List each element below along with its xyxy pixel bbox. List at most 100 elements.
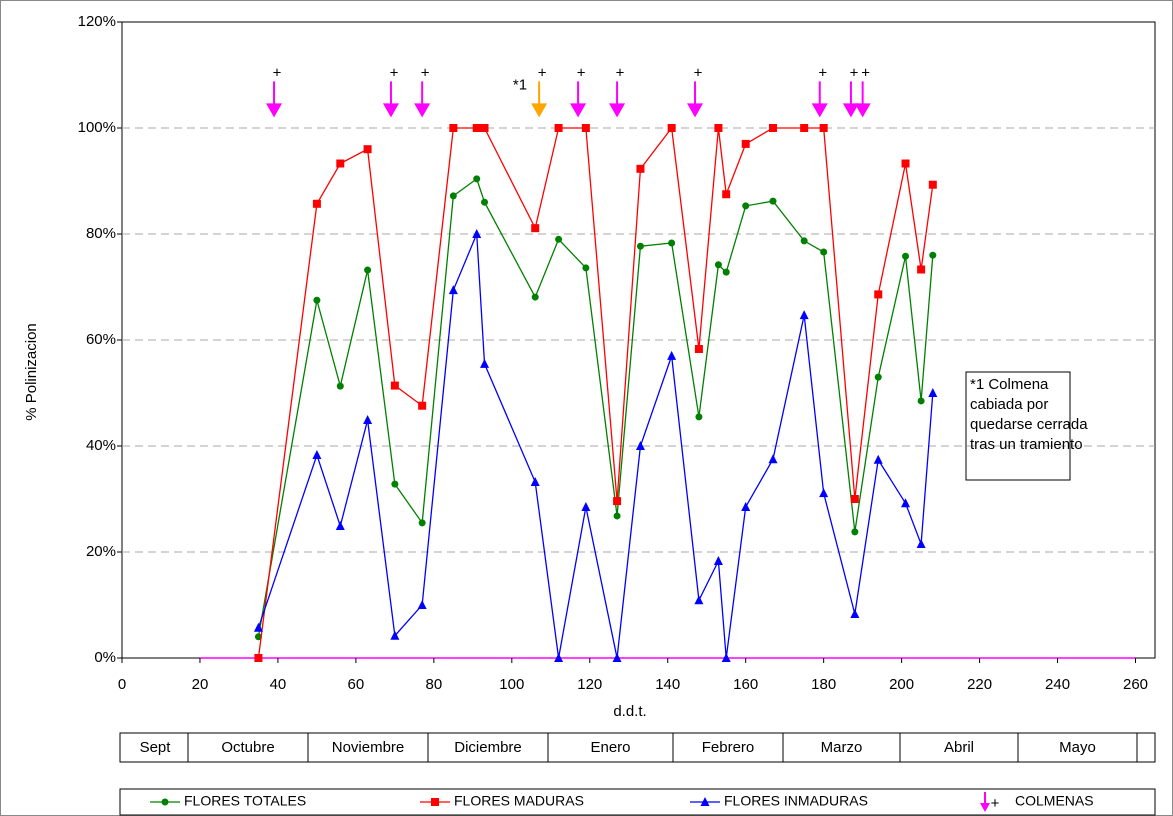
hive-arrow xyxy=(531,81,548,118)
x-tick-label: 80 xyxy=(426,676,443,693)
arrow-head xyxy=(687,103,704,118)
point xyxy=(874,373,882,381)
point xyxy=(668,239,676,247)
point xyxy=(850,495,859,503)
hive-arrow xyxy=(570,81,587,118)
hive-plus: + xyxy=(850,64,859,81)
month-label: Noviembre xyxy=(332,739,405,756)
point xyxy=(313,296,321,304)
point xyxy=(554,653,564,662)
point xyxy=(364,266,372,274)
point xyxy=(713,556,723,566)
point xyxy=(928,388,938,397)
point xyxy=(363,415,373,425)
arrow-head xyxy=(266,103,283,118)
point xyxy=(418,401,427,410)
point xyxy=(768,454,778,464)
point xyxy=(582,264,590,272)
month-label: Marzo xyxy=(821,739,863,756)
point xyxy=(694,595,704,605)
point xyxy=(254,633,262,641)
point xyxy=(417,600,427,609)
point xyxy=(902,252,910,260)
point xyxy=(472,229,482,238)
hive-arrow xyxy=(811,81,828,118)
point xyxy=(254,654,263,662)
arrow-head xyxy=(609,103,626,118)
legend-marker: + xyxy=(980,792,1000,812)
point xyxy=(851,528,859,536)
x-tick-label: 200 xyxy=(889,676,914,693)
point xyxy=(722,268,730,276)
arrow-head xyxy=(811,103,828,118)
arrow-head xyxy=(414,103,431,118)
y-tick-label: 60% xyxy=(86,331,116,348)
point xyxy=(253,622,263,632)
point xyxy=(928,180,937,189)
point xyxy=(481,198,489,206)
hive-arrow xyxy=(609,81,626,118)
point xyxy=(312,450,322,460)
point xyxy=(531,293,539,301)
point xyxy=(418,519,426,527)
point xyxy=(800,237,808,245)
point xyxy=(530,477,540,487)
point xyxy=(917,397,925,405)
note-line: quedarse cerrada xyxy=(970,416,1088,433)
point xyxy=(636,164,645,173)
hive-arrow xyxy=(687,81,704,118)
point xyxy=(336,382,344,390)
point xyxy=(312,199,321,208)
x-tick-label: 240 xyxy=(1045,676,1070,693)
hive-arrow xyxy=(382,81,399,118)
arrow-head xyxy=(980,803,990,812)
point xyxy=(612,653,622,662)
point xyxy=(799,310,809,320)
point xyxy=(873,454,883,464)
x-tick-label: 20 xyxy=(192,676,209,693)
x-tick-label: 100 xyxy=(499,676,524,693)
hive-arrow xyxy=(842,81,859,118)
point xyxy=(390,381,399,390)
month-label: Febrero xyxy=(702,739,755,756)
point xyxy=(768,124,777,132)
point xyxy=(850,609,860,619)
point xyxy=(667,350,677,360)
point xyxy=(613,512,621,520)
x-tick-label: 0 xyxy=(118,676,126,693)
arrow-head xyxy=(531,103,548,118)
x-axis-label: d.d.t. xyxy=(613,703,646,720)
legend-label: FLORES TOTALES xyxy=(184,793,306,809)
point xyxy=(335,521,345,531)
point xyxy=(391,480,399,488)
point xyxy=(929,251,937,259)
y-tick-label: 20% xyxy=(86,543,116,560)
legend xyxy=(119,788,1156,816)
hive-plus: + xyxy=(273,64,282,81)
y-tick-label: 80% xyxy=(86,225,116,242)
legend-marker xyxy=(161,798,169,806)
point xyxy=(800,124,809,132)
point xyxy=(636,242,644,250)
point xyxy=(581,501,591,511)
point xyxy=(695,413,703,421)
x-tick-label: 260 xyxy=(1123,676,1148,693)
arrow-head xyxy=(842,103,859,118)
month-label: Mayo xyxy=(1059,739,1096,756)
point xyxy=(363,145,372,154)
month-table xyxy=(119,732,1156,763)
point xyxy=(531,224,540,233)
point xyxy=(820,248,828,256)
hive-plus: + xyxy=(616,64,625,81)
point xyxy=(449,192,457,200)
legend-marker xyxy=(700,797,710,806)
y-axis-label: % Polinizacion xyxy=(23,323,40,421)
point xyxy=(874,290,883,299)
x-tick-label: 180 xyxy=(811,676,836,693)
y-tick-label: 120% xyxy=(78,13,116,30)
y-tick-label: 100% xyxy=(78,119,116,136)
hive-plus: + xyxy=(390,64,399,81)
x-tick-label: 160 xyxy=(733,676,758,693)
month-label: Sept xyxy=(140,739,172,756)
point xyxy=(581,124,590,132)
